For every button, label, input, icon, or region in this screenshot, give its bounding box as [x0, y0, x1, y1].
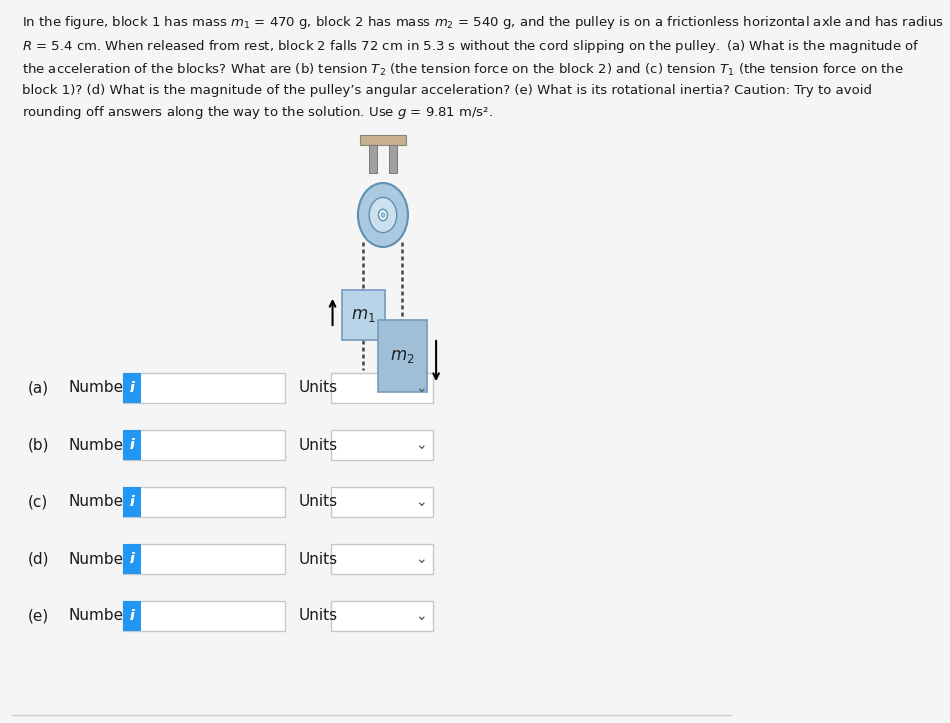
Text: Number: Number	[68, 495, 130, 510]
FancyBboxPatch shape	[124, 430, 285, 460]
FancyBboxPatch shape	[124, 487, 141, 517]
Circle shape	[381, 213, 385, 217]
Text: (a): (a)	[28, 380, 48, 395]
Text: i: i	[130, 381, 135, 395]
Text: i: i	[130, 552, 135, 566]
Text: Number: Number	[68, 552, 130, 567]
FancyBboxPatch shape	[124, 373, 285, 403]
FancyBboxPatch shape	[332, 430, 433, 460]
Text: i: i	[130, 495, 135, 509]
Text: i: i	[130, 495, 135, 509]
Circle shape	[370, 197, 397, 233]
Circle shape	[358, 183, 408, 247]
Text: i: i	[130, 438, 135, 452]
Text: ⌄: ⌄	[414, 381, 427, 395]
Text: i: i	[130, 381, 135, 395]
FancyBboxPatch shape	[332, 373, 433, 403]
Text: (e): (e)	[28, 609, 48, 623]
Text: $m_1$: $m_1$	[352, 306, 375, 324]
FancyBboxPatch shape	[332, 601, 433, 631]
Text: In the figure, block 1 has mass $m_1$ = 470 g, block 2 has mass $m_2$ = 540 g, a: In the figure, block 1 has mass $m_1$ = …	[22, 14, 944, 121]
Text: i: i	[130, 609, 135, 623]
Text: i: i	[130, 609, 135, 623]
Text: Number: Number	[68, 609, 130, 623]
FancyBboxPatch shape	[342, 290, 385, 340]
Text: (c): (c)	[28, 495, 48, 510]
Circle shape	[378, 209, 388, 221]
FancyBboxPatch shape	[124, 487, 285, 517]
Text: (b): (b)	[28, 437, 48, 453]
FancyBboxPatch shape	[378, 320, 427, 392]
Text: Units: Units	[298, 437, 337, 453]
Text: Units: Units	[298, 609, 337, 623]
Text: ⌄: ⌄	[414, 552, 427, 566]
FancyBboxPatch shape	[124, 487, 141, 517]
Text: $m_2$: $m_2$	[390, 347, 415, 365]
FancyBboxPatch shape	[332, 487, 433, 517]
FancyBboxPatch shape	[124, 430, 141, 460]
Text: i: i	[130, 552, 135, 566]
FancyBboxPatch shape	[390, 145, 397, 173]
FancyBboxPatch shape	[124, 544, 285, 574]
FancyBboxPatch shape	[124, 373, 141, 403]
Text: ⌄: ⌄	[414, 438, 427, 452]
Text: Units: Units	[298, 380, 337, 395]
Text: i: i	[130, 438, 135, 452]
FancyBboxPatch shape	[124, 601, 141, 631]
Text: Number: Number	[68, 437, 130, 453]
FancyBboxPatch shape	[124, 601, 285, 631]
FancyBboxPatch shape	[360, 135, 406, 145]
FancyBboxPatch shape	[124, 373, 141, 403]
Text: ⌄: ⌄	[414, 609, 427, 623]
Text: Number: Number	[68, 380, 130, 395]
FancyBboxPatch shape	[124, 544, 141, 574]
Text: Units: Units	[298, 495, 337, 510]
FancyBboxPatch shape	[124, 544, 141, 574]
Text: (d): (d)	[28, 552, 48, 567]
FancyBboxPatch shape	[124, 430, 141, 460]
FancyBboxPatch shape	[369, 145, 377, 173]
Text: Units: Units	[298, 552, 337, 567]
Text: ⌄: ⌄	[414, 495, 427, 509]
FancyBboxPatch shape	[332, 544, 433, 574]
FancyBboxPatch shape	[124, 601, 141, 631]
